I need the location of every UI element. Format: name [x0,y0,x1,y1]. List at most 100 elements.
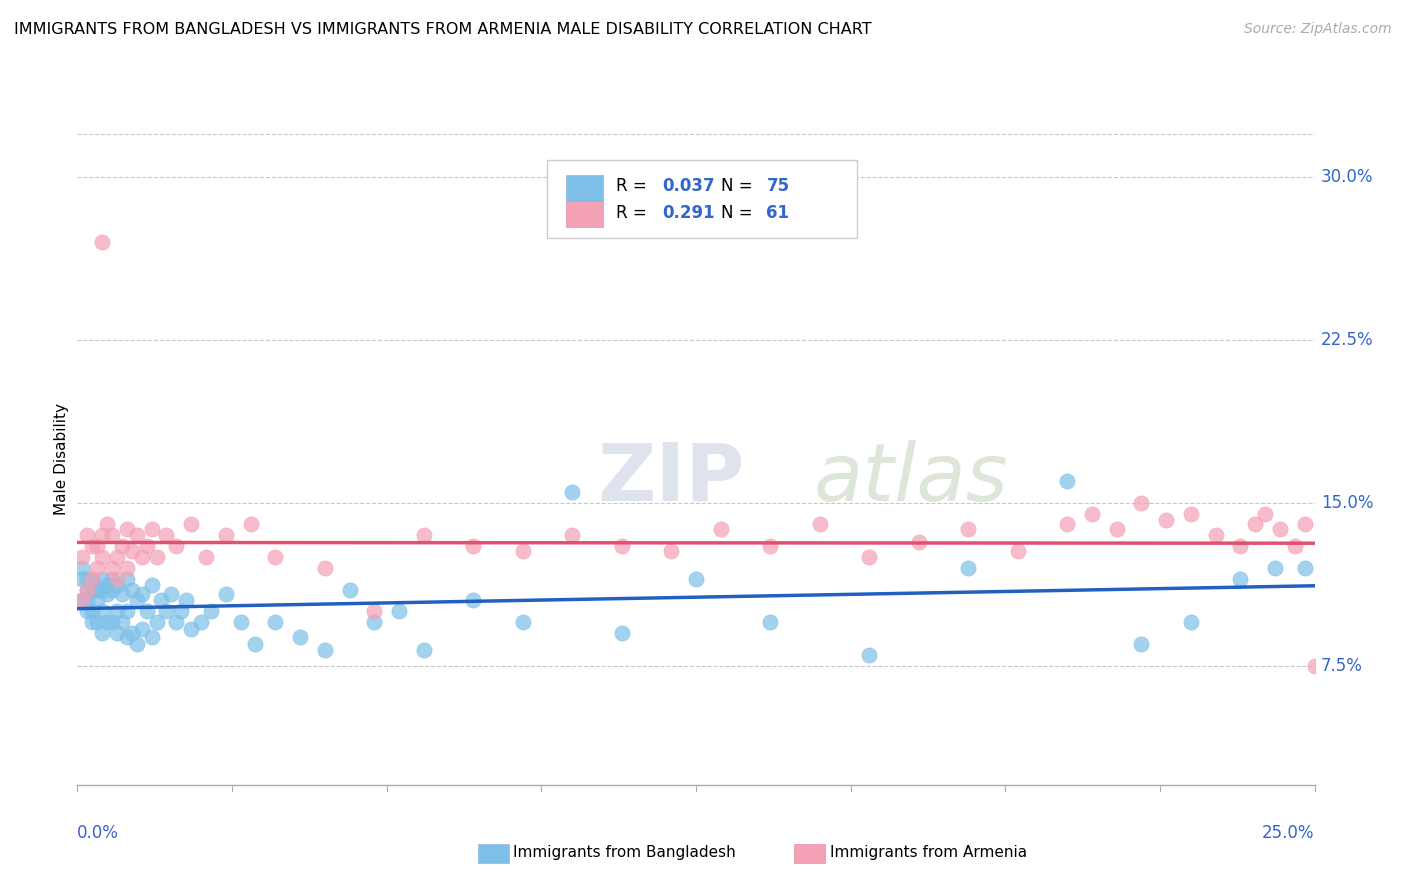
Point [245,637,267,651]
Point [1254,507,1277,521]
FancyBboxPatch shape [547,160,856,238]
Text: Source: ZipAtlas.com: Source: ZipAtlas.com [1244,22,1392,37]
Point [96,587,118,601]
Point [858,549,880,565]
Point [363,615,385,630]
Point [121,582,143,597]
Point [314,643,336,657]
Point [105,578,128,592]
Point [111,587,134,601]
Point [190,615,212,630]
Point [115,631,138,645]
Point [239,517,262,532]
Point [115,572,138,586]
Point [96,615,118,630]
Point [512,543,534,558]
Point [1284,539,1306,553]
Text: 75: 75 [766,177,790,194]
Text: atlas: atlas [814,440,1008,518]
Point [72,593,94,607]
Point [86,615,108,630]
Point [125,637,148,651]
Point [170,604,193,618]
Point [82,539,104,553]
Point [155,528,177,542]
Point [1105,522,1128,536]
Point [1180,507,1202,521]
Point [121,543,143,558]
Point [76,582,98,597]
Point [76,572,98,586]
Point [195,549,218,565]
Point [141,631,163,645]
Point [145,615,167,630]
Point [82,604,104,618]
Text: N =: N = [721,204,758,222]
Point [1130,637,1153,651]
Bar [567,175,603,201]
Point [1056,474,1078,488]
Point [72,549,94,565]
Point [463,593,485,607]
Text: Immigrants from Bangladesh: Immigrants from Bangladesh [513,846,735,860]
Point [135,604,157,618]
Point [1154,513,1177,527]
Point [160,587,183,601]
Point [72,561,94,575]
Point [174,593,197,607]
Point [101,572,124,586]
Point [314,561,336,575]
Point [200,604,222,618]
Text: 25.0%: 25.0% [1263,824,1315,842]
Text: IMMIGRANTS FROM BANGLADESH VS IMMIGRANTS FROM ARMENIA MALE DISABILITY CORRELATIO: IMMIGRANTS FROM BANGLADESH VS IMMIGRANTS… [14,22,872,37]
Point [561,528,583,542]
Point [96,517,118,532]
Point [101,615,124,630]
Point [1294,517,1316,532]
Text: 15.0%: 15.0% [1320,494,1374,512]
Point [121,626,143,640]
Point [1056,517,1078,532]
Point [1081,507,1104,521]
Point [1313,615,1336,630]
Point [957,522,980,536]
Text: ZIP: ZIP [598,440,744,518]
Point [685,572,707,586]
Point [76,582,98,597]
Point [808,517,831,532]
Point [131,587,153,601]
Point [858,648,880,662]
Text: 0.0%: 0.0% [77,824,120,842]
Text: 0.291: 0.291 [662,204,716,222]
Point [115,604,138,618]
Point [659,543,682,558]
Point [288,631,311,645]
Point [115,522,138,536]
Point [86,582,108,597]
Point [111,615,134,630]
Point [215,528,238,542]
Point [264,615,287,630]
Point [91,549,114,565]
Point [91,528,114,542]
Point [1268,522,1291,536]
Point [101,582,124,597]
Point [82,572,104,586]
Point [86,561,108,575]
Bar [567,201,603,227]
Point [363,604,385,618]
Point [150,593,173,607]
Point [145,549,167,565]
Point [111,539,134,553]
Point [1294,561,1316,575]
Point [1264,561,1286,575]
Text: N =: N = [721,177,758,194]
Point [165,539,187,553]
Text: R =: R = [616,204,651,222]
Point [105,572,128,586]
Point [907,534,929,549]
Point [1180,615,1202,630]
Point [180,517,202,532]
Point [125,528,148,542]
Point [561,485,583,500]
